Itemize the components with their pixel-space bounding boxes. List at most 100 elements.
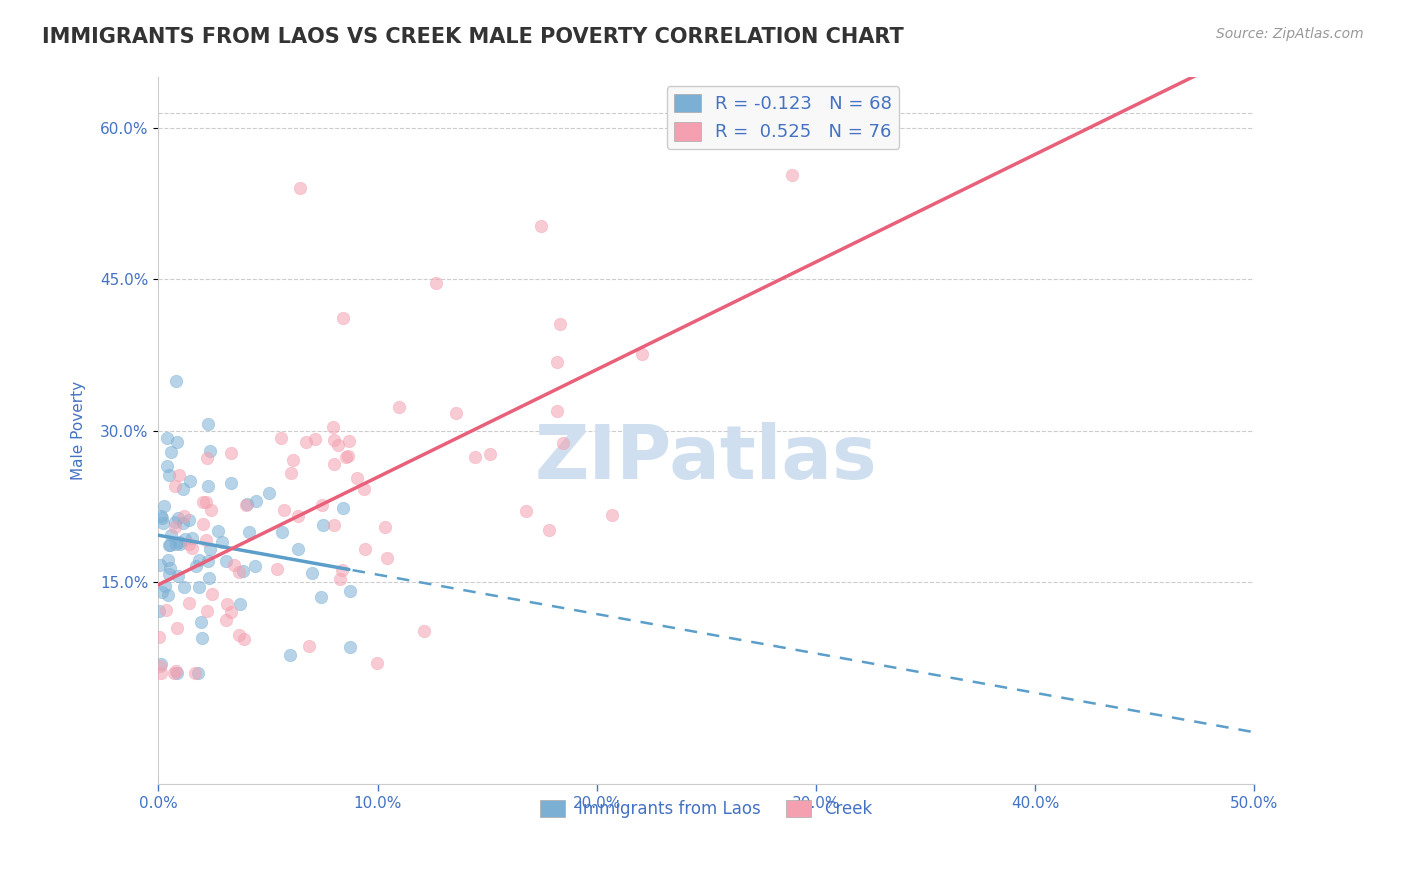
Point bbox=[167, 511, 190, 525]
Point bbox=[374, 520, 396, 534]
Point bbox=[160, 445, 183, 459]
Point bbox=[631, 347, 654, 361]
Point bbox=[278, 648, 301, 662]
Point bbox=[353, 482, 375, 496]
Point bbox=[155, 578, 177, 592]
Point bbox=[167, 569, 190, 583]
Point bbox=[169, 537, 191, 551]
Text: ZIPatlas: ZIPatlas bbox=[536, 422, 877, 495]
Point bbox=[215, 554, 238, 568]
Point bbox=[281, 453, 304, 467]
Point bbox=[353, 542, 375, 557]
Point bbox=[304, 433, 326, 447]
Point bbox=[179, 513, 201, 527]
Point bbox=[329, 572, 352, 586]
Point bbox=[157, 538, 180, 552]
Point bbox=[156, 588, 179, 602]
Text: Source: ZipAtlas.com: Source: ZipAtlas.com bbox=[1216, 27, 1364, 41]
Point bbox=[166, 621, 188, 635]
Point bbox=[167, 534, 190, 549]
Point bbox=[464, 450, 486, 464]
Point bbox=[298, 639, 321, 653]
Point bbox=[197, 417, 219, 431]
Point bbox=[159, 538, 181, 552]
Point bbox=[339, 640, 361, 654]
Point bbox=[197, 604, 219, 618]
Point bbox=[157, 567, 180, 582]
Point bbox=[150, 665, 173, 680]
Point bbox=[163, 515, 186, 529]
Point bbox=[149, 508, 172, 523]
Point bbox=[375, 551, 398, 566]
Point bbox=[280, 467, 302, 481]
Point bbox=[548, 317, 571, 331]
Point bbox=[336, 449, 359, 463]
Point bbox=[273, 503, 295, 517]
Point bbox=[187, 665, 209, 680]
Point bbox=[165, 664, 187, 678]
Point bbox=[346, 471, 368, 485]
Point bbox=[537, 523, 560, 537]
Point bbox=[195, 450, 218, 465]
Point bbox=[219, 475, 242, 490]
Point bbox=[152, 516, 174, 530]
Point bbox=[388, 400, 411, 414]
Point bbox=[245, 494, 267, 508]
Point bbox=[194, 495, 217, 509]
Point bbox=[159, 468, 181, 483]
Point bbox=[166, 665, 188, 680]
Point bbox=[238, 524, 260, 539]
Point bbox=[193, 516, 215, 531]
Point bbox=[332, 501, 354, 516]
Y-axis label: Male Poverty: Male Poverty bbox=[72, 381, 86, 480]
Point bbox=[184, 558, 207, 573]
Point bbox=[169, 468, 191, 483]
Point bbox=[179, 474, 201, 488]
Point bbox=[235, 498, 257, 512]
Point bbox=[328, 438, 350, 452]
Point bbox=[207, 524, 229, 538]
Point bbox=[201, 587, 224, 601]
Point bbox=[148, 630, 170, 644]
Point bbox=[177, 536, 200, 550]
Point bbox=[150, 585, 173, 599]
Point bbox=[190, 615, 212, 629]
Point bbox=[243, 559, 266, 574]
Point bbox=[155, 603, 177, 617]
Point bbox=[287, 542, 309, 557]
Point bbox=[148, 604, 170, 618]
Point bbox=[149, 558, 172, 572]
Point bbox=[163, 665, 186, 680]
Point bbox=[219, 605, 242, 619]
Point bbox=[149, 657, 172, 671]
Point bbox=[337, 434, 360, 449]
Point bbox=[221, 445, 243, 459]
Point bbox=[233, 632, 256, 646]
Point bbox=[156, 553, 179, 567]
Point bbox=[294, 435, 316, 450]
Point bbox=[173, 580, 195, 594]
Point bbox=[155, 431, 177, 445]
Point bbox=[159, 527, 181, 541]
Point bbox=[228, 628, 250, 642]
Point bbox=[190, 631, 212, 645]
Point bbox=[197, 479, 219, 493]
Legend: Immigrants from Laos, Creek: Immigrants from Laos, Creek bbox=[533, 793, 879, 825]
Point bbox=[366, 656, 388, 670]
Point bbox=[515, 504, 537, 518]
Point bbox=[323, 517, 346, 532]
Point bbox=[322, 420, 344, 434]
Point bbox=[215, 614, 238, 628]
Point bbox=[159, 561, 181, 575]
Point bbox=[150, 510, 173, 524]
Point bbox=[194, 533, 217, 547]
Point bbox=[322, 457, 344, 471]
Point bbox=[530, 219, 553, 233]
Point bbox=[165, 478, 187, 492]
Point bbox=[149, 659, 172, 673]
Point bbox=[222, 558, 245, 573]
Point bbox=[232, 565, 254, 579]
Point bbox=[179, 596, 201, 610]
Point bbox=[339, 584, 361, 599]
Point bbox=[270, 431, 292, 445]
